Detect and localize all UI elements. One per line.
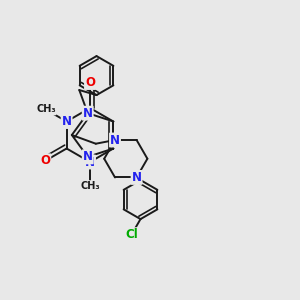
- Text: N: N: [83, 150, 93, 163]
- Text: N: N: [83, 107, 93, 120]
- Text: CH₃: CH₃: [80, 181, 100, 191]
- Text: O: O: [85, 76, 95, 89]
- Text: CH₃: CH₃: [36, 104, 56, 115]
- Text: N: N: [85, 155, 95, 169]
- Text: N: N: [110, 134, 120, 146]
- Text: Cl: Cl: [125, 228, 138, 241]
- Text: N: N: [132, 171, 142, 184]
- Text: O: O: [40, 154, 50, 167]
- Text: N: N: [61, 115, 72, 128]
